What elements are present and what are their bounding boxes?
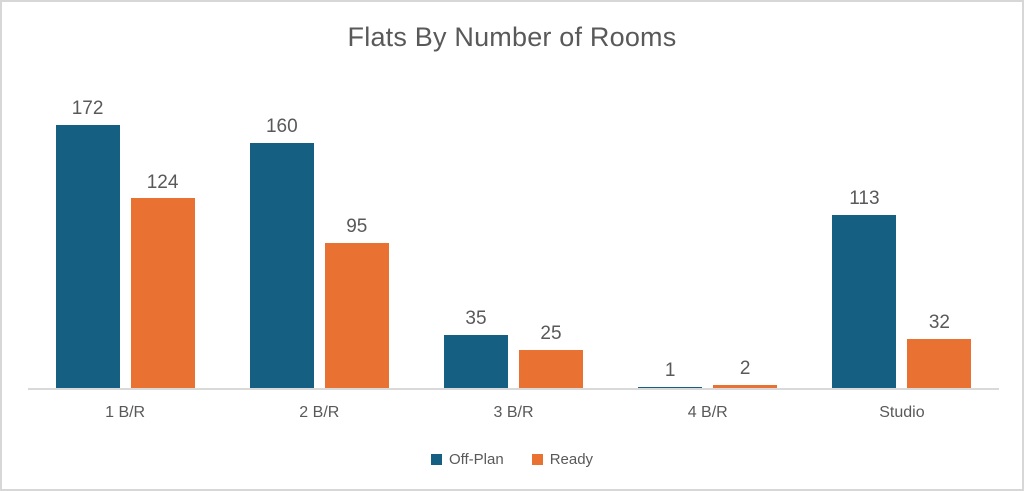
bar-value-label: 32	[928, 312, 950, 334]
bar-value-label: 1	[664, 359, 676, 381]
bar-pair: 113 32	[832, 188, 972, 388]
bar-with-label: 25	[519, 322, 583, 388]
bar-off-plan[interactable]	[832, 215, 897, 388]
bar-off-plan[interactable]	[249, 143, 314, 388]
category-label: Studio	[879, 404, 925, 421]
bar-off-plan[interactable]	[444, 334, 508, 388]
bar-ready[interactable]	[519, 349, 583, 388]
bar-value-label: 95	[346, 215, 368, 237]
legend-swatch	[430, 454, 442, 465]
x-axis-labels: 1 B/R 2 B/R 3 B/R 4 B/R Studio	[28, 404, 999, 422]
bar-ready[interactable]	[713, 384, 778, 388]
bar-value-label: 113	[849, 188, 880, 210]
bar-pair: 35 25	[444, 307, 583, 388]
bar-value-label: 160	[265, 116, 298, 138]
bar-with-label: 95	[324, 215, 389, 388]
bar-value-label: 2	[739, 358, 751, 380]
bar-with-label: 172	[55, 98, 120, 388]
bar-with-label: 35	[444, 307, 508, 388]
bar-ready[interactable]	[130, 198, 195, 388]
bar-value-label: 35	[465, 307, 487, 329]
category-label: 3 B/R	[493, 404, 534, 421]
bar-group: 160 95	[222, 2, 416, 388]
bar-with-label: 2	[713, 358, 778, 388]
bar-value-label: 124	[146, 171, 179, 193]
bar-with-label: 113	[832, 188, 897, 388]
category-label: 4 B/R	[687, 404, 728, 421]
legend-label: Ready	[549, 451, 594, 468]
bar-pair: 172 124	[55, 98, 195, 388]
bar-ready[interactable]	[907, 339, 972, 388]
legend-label: Off-Plan	[448, 451, 504, 468]
bar-with-label: 160	[249, 116, 314, 388]
bar-with-label: 32	[907, 312, 972, 388]
plot-area: 172 124 160 95 35 25 1 2 113 32	[28, 2, 999, 390]
bar-with-label: 1	[638, 359, 703, 388]
bar-off-plan[interactable]	[55, 125, 120, 388]
legend: Off-Plan Ready	[2, 451, 1022, 468]
bar-group: 172 124	[28, 2, 222, 388]
bar-group: 35 25	[416, 2, 610, 388]
category-label: 2 B/R	[299, 404, 340, 421]
bar-value-label: 172	[71, 98, 104, 120]
legend-swatch	[531, 454, 543, 465]
bar-pair: 160 95	[249, 116, 389, 388]
category-label: 1 B/R	[105, 404, 146, 421]
bar-off-plan[interactable]	[638, 386, 703, 388]
bar-value-label: 25	[540, 322, 562, 344]
legend-item-ready[interactable]: Ready	[531, 451, 594, 468]
bar-with-label: 124	[130, 171, 195, 388]
bar-ready[interactable]	[324, 242, 389, 388]
bar-group: 113 32	[805, 2, 999, 388]
chart-title: Flats By Number of Rooms	[347, 22, 677, 52]
legend-item-off-plan[interactable]: Off-Plan	[430, 451, 504, 468]
